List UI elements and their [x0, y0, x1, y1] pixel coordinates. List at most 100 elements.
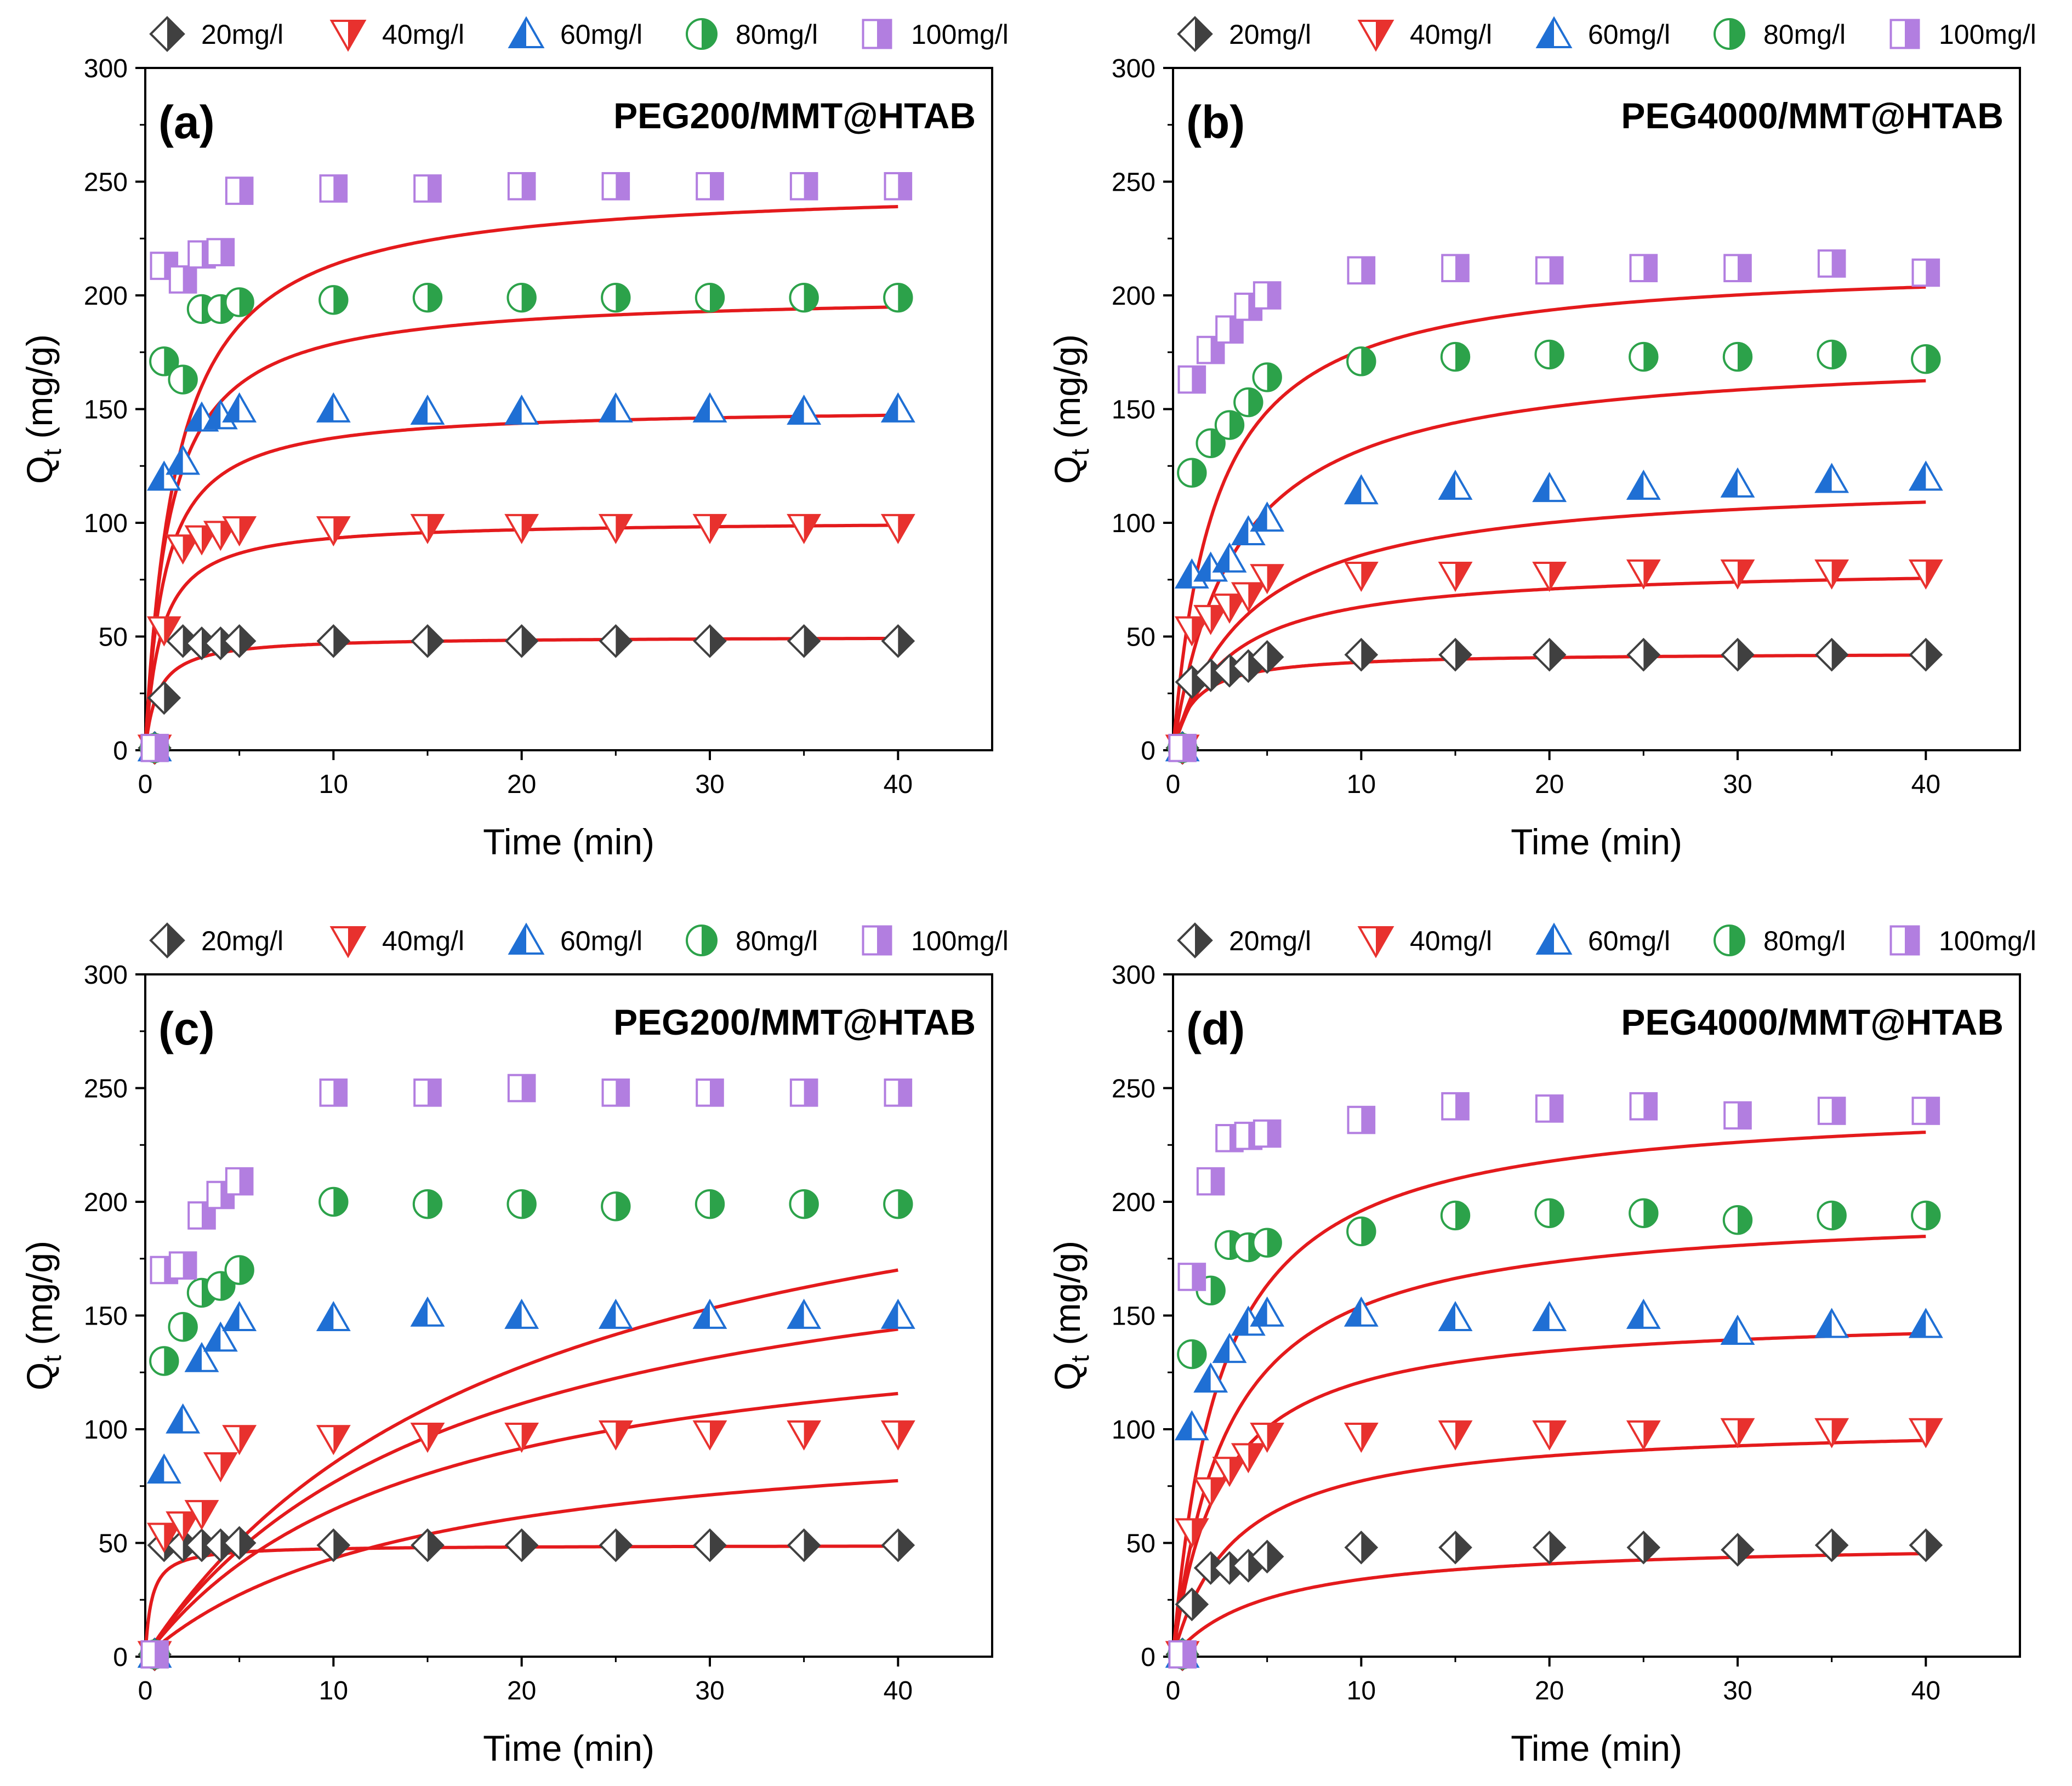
legend-item[interactable]: 80mg/l [686, 18, 818, 50]
data-point [504, 1528, 539, 1562]
legend-item[interactable]: 60mg/l [508, 922, 642, 957]
data-point [412, 282, 443, 313]
data-point [1344, 474, 1379, 505]
marker-fill [186, 1344, 202, 1371]
legend-item[interactable]: 20mg/l [1177, 922, 1311, 958]
marker-fill [164, 1347, 178, 1375]
marker-fill [898, 173, 912, 199]
x-tick-label: 10 [319, 1676, 348, 1705]
data-point [203, 1452, 238, 1483]
legend-item[interactable]: 40mg/l [1357, 926, 1492, 958]
marker-fill [1376, 927, 1392, 956]
y-axis-unit: (mg/g) [19, 334, 60, 449]
data-point [1196, 428, 1226, 458]
data-point [1214, 410, 1245, 440]
marker-fill [710, 515, 725, 542]
marker-fill [1926, 639, 1942, 670]
marker-fill [804, 1530, 819, 1561]
legend-item[interactable]: 80mg/l [686, 925, 818, 956]
marker-fill [1361, 1106, 1375, 1133]
data-point [1438, 637, 1472, 672]
marker-fill [616, 1192, 630, 1220]
data-point [598, 1298, 633, 1329]
data-point [1196, 1167, 1225, 1196]
data-point [880, 1298, 915, 1329]
legend-item[interactable]: 100mg/l [862, 19, 1009, 50]
data-point [1814, 1528, 1849, 1562]
marker-fill [710, 1530, 725, 1561]
data-point [1344, 562, 1379, 592]
data-point [1346, 346, 1376, 376]
marker-fill [428, 625, 443, 657]
marker-fill [1192, 366, 1205, 393]
legend-label: 100mg/l [911, 19, 1009, 50]
legend-item[interactable]: 40mg/l [329, 19, 464, 52]
legend-item[interactable]: 100mg/l [1889, 19, 2036, 50]
marker-fill [333, 625, 349, 657]
marker-fill [1729, 926, 1744, 955]
marker-fill [702, 926, 716, 955]
data-point [222, 1425, 257, 1456]
data-point [168, 265, 197, 294]
marker-fill [164, 617, 180, 644]
legend-label: 60mg/l [1588, 19, 1670, 50]
data-point [222, 516, 257, 547]
marker-fill [616, 625, 631, 657]
series-40mg/l [137, 1420, 915, 1671]
data-point [413, 1079, 442, 1107]
legend-item[interactable]: 20mg/l [149, 16, 283, 52]
marker-fill [1229, 411, 1244, 439]
data-point [168, 1251, 197, 1280]
legend-item[interactable]: 80mg/l [1714, 925, 1846, 956]
legend-item[interactable]: 100mg/l [1889, 925, 2036, 956]
data-point [1231, 1443, 1266, 1474]
data-point [1532, 1420, 1567, 1451]
legend-item[interactable]: 60mg/l [1535, 922, 1670, 957]
x-axis-title: Time (min) [1511, 821, 1682, 862]
legend-item[interactable]: 100mg/l [862, 925, 1009, 956]
panel-letter: (d) [1186, 1003, 1245, 1054]
legend-item[interactable]: 40mg/l [329, 926, 464, 958]
data-point [1174, 616, 1209, 647]
marker-fill [1229, 1458, 1245, 1485]
legend-label: 60mg/l [1588, 926, 1670, 956]
legend-item[interactable]: 20mg/l [1177, 16, 1311, 52]
marker-fill [1233, 517, 1249, 544]
legend-item[interactable]: 60mg/l [1535, 16, 1670, 50]
marker-fill [1195, 18, 1211, 50]
series-60mg/l [137, 392, 915, 762]
marker-fill [1643, 1421, 1659, 1448]
data-point [881, 624, 915, 658]
fit-curve-80mg/l [144, 1327, 898, 1658]
x-tick-label: 40 [884, 1676, 913, 1705]
y-axis-subscript: t [1066, 1355, 1094, 1362]
marker-fill [183, 366, 197, 393]
legend-marker-diamond-icon [1177, 922, 1213, 958]
data-point [1814, 1308, 1849, 1338]
marker-fill [1346, 1298, 1362, 1326]
marker-fill [1722, 1316, 1738, 1344]
marker-fill [333, 1530, 349, 1561]
data-point [693, 1528, 727, 1562]
fit-curve-20mg/l [144, 1544, 898, 1657]
marker-fill [521, 283, 536, 312]
marker-fill [1628, 472, 1644, 499]
data-point [1626, 1420, 1661, 1451]
data-point [412, 1189, 443, 1219]
marker-fill [428, 1190, 442, 1218]
data-point [225, 1167, 254, 1196]
legend-item[interactable]: 80mg/l [1714, 18, 1846, 50]
marker-fill [616, 1421, 631, 1448]
legend-item[interactable]: 20mg/l [149, 922, 283, 958]
legend-item[interactable]: 60mg/l [508, 16, 642, 50]
marker-fill [1538, 925, 1554, 954]
marker-fill [1376, 21, 1392, 50]
legend-item[interactable]: 40mg/l [1357, 19, 1492, 52]
marker-fill [710, 1421, 725, 1448]
data-point [1440, 1200, 1471, 1231]
marker-fill [788, 1300, 804, 1328]
marker-fill [1549, 1199, 1563, 1227]
marker-fill [1195, 1365, 1211, 1392]
marker-fill [616, 283, 630, 312]
marker-fill [521, 1075, 535, 1102]
